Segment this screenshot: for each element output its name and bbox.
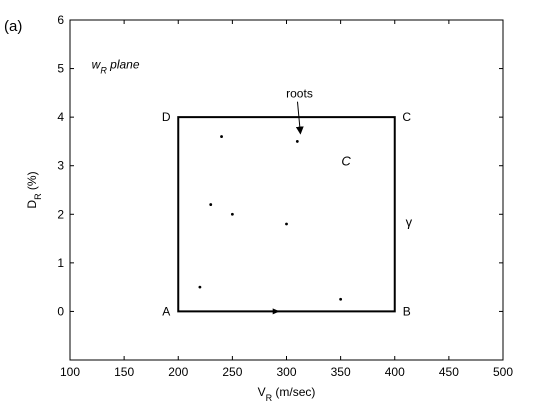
y-tick-label: 0 [57, 304, 64, 318]
root-point [339, 297, 343, 301]
y-axis-label: DR (%) [25, 171, 43, 208]
side-label-gamma: γ [406, 214, 413, 229]
root-points [198, 135, 343, 301]
x-tick-label: 100 [60, 365, 80, 379]
x-tick-label: 300 [276, 365, 296, 379]
x-axis-label: VR (m/sec) [258, 385, 316, 403]
y-tick-label: 5 [57, 62, 64, 76]
roots-annotation: roots [286, 87, 313, 101]
panel-label: (a) [4, 18, 23, 35]
chart-labels: VR (m/sec) DR (%) wR plane roots [25, 58, 315, 403]
x-tick-label: 450 [439, 365, 459, 379]
contour-gamma: A B C D Cγ [162, 110, 413, 318]
x-tick-label: 350 [331, 365, 351, 379]
x-tick-label: 500 [493, 365, 513, 379]
root-point [220, 135, 223, 138]
y-tick-label: 1 [57, 256, 64, 270]
axis-ticks: 100 150 200 250 300 350 400 450 500 0 1 2 3 4 5 6 [57, 13, 513, 379]
y-tick-label: 4 [57, 110, 64, 124]
corner-label-b: B [403, 304, 411, 318]
root-point [295, 140, 299, 143]
y-tick-label: 2 [57, 207, 64, 221]
corner-label-c: C [402, 110, 411, 124]
x-tick-label: 250 [222, 365, 242, 379]
root-point [285, 222, 288, 226]
y-tick-label: 6 [57, 13, 64, 27]
plane-label: wR plane [92, 58, 140, 76]
root-point [209, 203, 213, 206]
root-point [198, 285, 202, 289]
corner-label-a: A [162, 304, 170, 318]
contour-direction-arrow [272, 308, 280, 315]
x-tick-label: 150 [114, 365, 134, 379]
roots-annotation-arrow [295, 101, 304, 135]
root-point [230, 212, 234, 216]
contour-rectangle [177, 116, 396, 313]
contour-name: C [341, 154, 351, 169]
corner-label-d: D [162, 110, 171, 124]
x-tick-label: 400 [385, 365, 405, 379]
x-tick-label: 200 [168, 365, 188, 379]
y-tick-label: 3 [57, 159, 64, 173]
